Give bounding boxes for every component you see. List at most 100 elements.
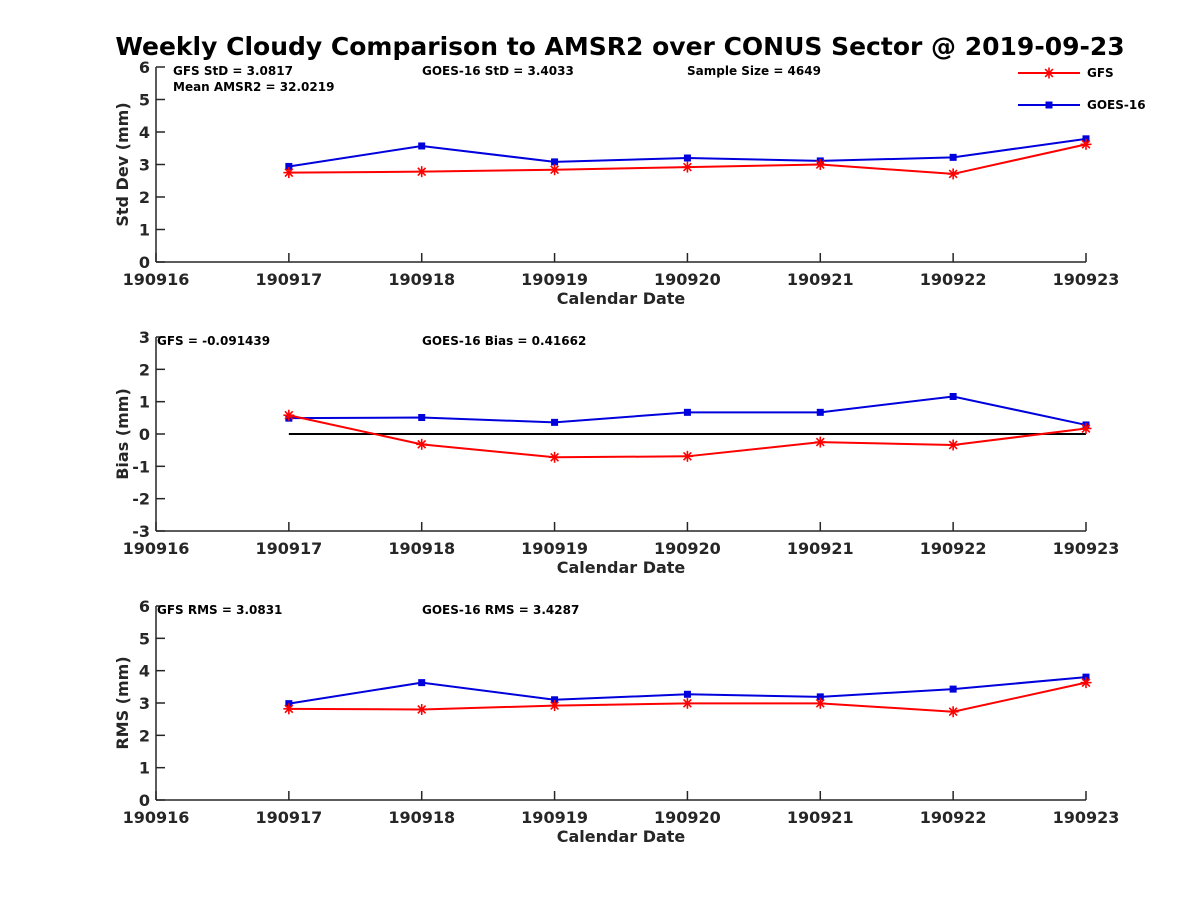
stat-annotation: GOES-16 StD = 3.4033 (422, 64, 574, 78)
series-goes16 (285, 392, 1090, 429)
y-tick-label: 3 (139, 156, 150, 175)
panel-rms: 190916 190917 190918 190919 190920 190921 1909… (113, 597, 1119, 846)
gfs-point (814, 436, 826, 448)
y-tick-label: -3 (132, 522, 150, 541)
x-tick-label: 190923 (1053, 539, 1120, 558)
goes16-point (551, 418, 559, 426)
goes16-point (1082, 135, 1090, 143)
y-tick-label: 2 (139, 188, 150, 207)
y-axis-label: Bias (mm) (113, 388, 132, 480)
y-tick-label: 0 (139, 253, 150, 272)
y-tick-label: -1 (132, 457, 150, 476)
goes16-point (551, 696, 559, 704)
x-tick-label: 190922 (920, 270, 987, 289)
goes16-point (949, 153, 957, 161)
legend-entry-gfs: GFS (1018, 66, 1114, 80)
x-tick-label: 190917 (255, 808, 322, 827)
x-tick-label: 190918 (388, 808, 455, 827)
gfs-point (681, 450, 693, 462)
x-tick-label: 190920 (654, 270, 721, 289)
x-tick-label: 190918 (388, 270, 455, 289)
goes16-point (418, 142, 426, 150)
y-tick-label: 4 (139, 123, 150, 142)
series-gfs (283, 409, 1092, 463)
x-tick-label: 190922 (920, 539, 987, 558)
x-tick-label: 190920 (654, 808, 721, 827)
gfs-point (283, 167, 295, 179)
stat-annotation: GOES-16 Bias = 0.41662 (422, 334, 586, 348)
panel-stddev: 190916 190917 190918 190919 190920 190921 1909… (113, 58, 1119, 308)
gfs-point (283, 409, 295, 421)
legend-label: GFS (1087, 66, 1114, 80)
y-tick-label: 0 (139, 425, 150, 444)
y-tick-label: 2 (139, 360, 150, 379)
y-tick-label: 5 (139, 91, 150, 110)
gfs-point (416, 703, 428, 715)
x-tick-label: 190916 (123, 270, 190, 289)
series-gfs (283, 677, 1092, 718)
stat-annotation: GFS StD = 3.0817 (173, 64, 293, 78)
chart-title: Weekly Cloudy Comparison to AMSR2 over C… (115, 32, 1124, 61)
y-tick-label: 0 (139, 791, 150, 810)
y-axis-label: Std Dev (mm) (113, 102, 132, 226)
y-tick-label: 3 (139, 328, 150, 347)
gfs-point (283, 703, 295, 715)
gfs-point (681, 161, 693, 173)
goes16-point (418, 679, 426, 687)
gfs-point (814, 697, 826, 709)
x-tick-label: 190922 (920, 808, 987, 827)
goes16-point (949, 685, 957, 693)
y-axis-label: RMS (mm) (113, 656, 132, 749)
x-tick-label: 190921 (787, 808, 854, 827)
y-tick-label: 5 (139, 629, 150, 648)
x-tick-label: 190920 (654, 539, 721, 558)
x-tick-label: 190916 (123, 539, 190, 558)
x-axis-label: Calendar Date (557, 558, 686, 577)
x-tick-label: 190919 (521, 539, 588, 558)
gfs-point (549, 164, 561, 176)
gfs-point (416, 166, 428, 178)
stat-annotation: GFS = -0.091439 (157, 334, 270, 348)
x-tick-label: 190919 (521, 270, 588, 289)
gfs-point (947, 706, 959, 718)
stat-annotation: GOES-16 RMS = 3.4287 (422, 603, 579, 617)
gfs-point (814, 159, 826, 170)
y-tick-label: 1 (139, 221, 150, 240)
gfs-point (416, 438, 428, 450)
x-tick-label: 190917 (255, 270, 322, 289)
gfs-point (1080, 423, 1092, 435)
goes16-point (418, 414, 426, 422)
y-tick-label: 1 (139, 393, 150, 412)
gfs-point (947, 439, 959, 451)
stat-annotation: Mean AMSR2 = 32.0219 (173, 80, 334, 94)
x-axis-label: Calendar Date (557, 827, 686, 846)
legend-label: GOES-16 (1087, 98, 1146, 112)
goes16-point (683, 408, 691, 416)
y-tick-label: 4 (139, 662, 150, 681)
y-tick-label: 6 (139, 58, 150, 77)
legend-marker-star (1043, 67, 1055, 79)
goes16-point (949, 392, 957, 400)
gfs-point (681, 697, 693, 709)
legend-entry-goes16: GOES-16 (1018, 98, 1146, 112)
y-tick-label: 2 (139, 726, 150, 745)
x-axis-label: Calendar Date (557, 289, 686, 308)
gfs-point (947, 168, 959, 180)
x-tick-label: 190916 (123, 808, 190, 827)
stat-annotation: Sample Size = 4649 (687, 64, 821, 78)
x-tick-label: 190921 (787, 539, 854, 558)
goes16-point (285, 162, 293, 170)
series-gfs (283, 138, 1092, 180)
goes16-point (816, 408, 824, 416)
y-tick-label: 6 (139, 597, 150, 616)
y-tick-label: 1 (139, 759, 150, 778)
goes16-point (816, 693, 824, 701)
goes16-point (551, 158, 559, 166)
goes16-point (683, 154, 691, 162)
y-tick-label: -2 (132, 490, 150, 509)
goes16-point (683, 690, 691, 698)
legend-marker-square (1045, 101, 1053, 109)
x-tick-label: 190918 (388, 539, 455, 558)
x-tick-label: 190923 (1053, 270, 1120, 289)
